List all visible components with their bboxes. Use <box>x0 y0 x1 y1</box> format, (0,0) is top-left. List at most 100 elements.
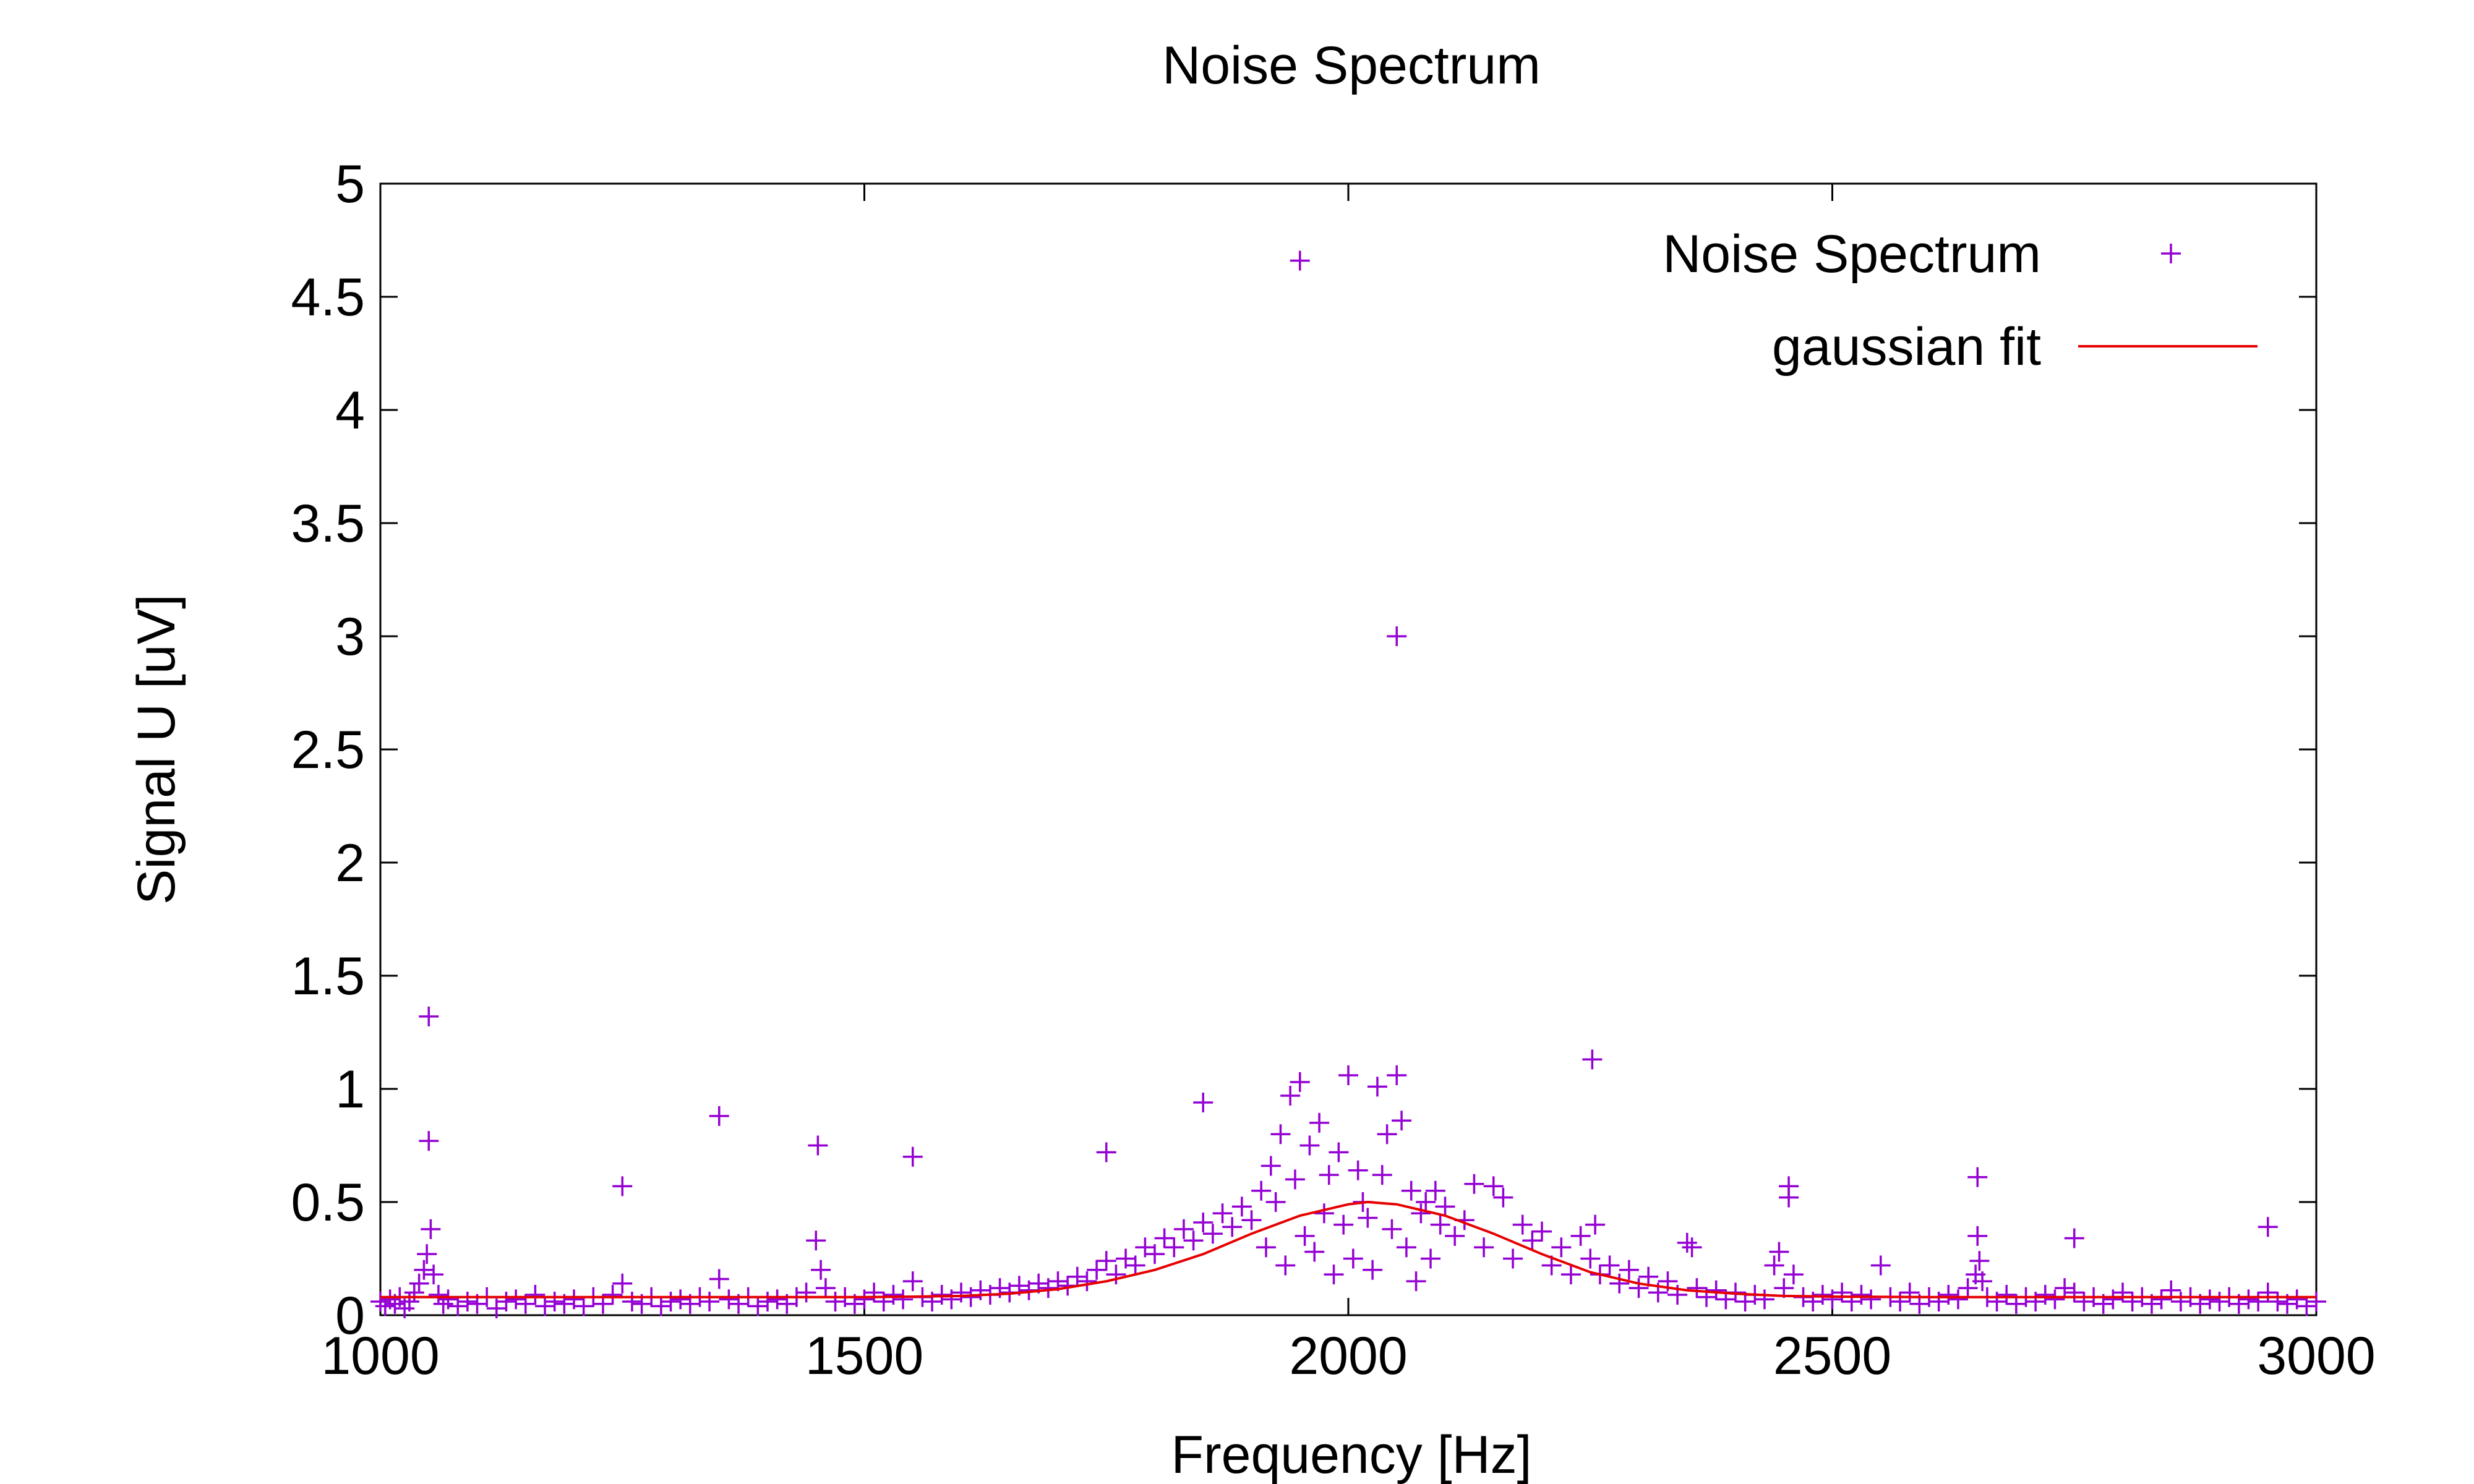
data-point-75 <box>951 1282 971 1303</box>
data-point-102 <box>1193 1212 1213 1232</box>
data-point-35 <box>612 1176 633 1196</box>
tick-labels: 1000 1500 2000 2500 3000 0 0.5 1 1.5 2 2.5 3 3.5 4 4.5… <box>291 155 2375 1386</box>
data-point-225 <box>2074 1292 2094 1312</box>
data-point-116 <box>1290 250 1310 271</box>
data-point-136 <box>1382 1219 1402 1239</box>
y-tick-label-0.5: 0.5 <box>291 1173 365 1232</box>
data-point-208 <box>1958 1278 1978 1298</box>
data-point-112 <box>1270 1124 1291 1145</box>
data-point-97 <box>1154 1228 1175 1248</box>
data-point-11 <box>419 1006 439 1026</box>
data-point-142 <box>1406 1271 1426 1292</box>
data-point-59 <box>811 1260 831 1280</box>
data-point-37 <box>622 1292 642 1312</box>
y-tick-label-2: 2 <box>335 834 365 893</box>
data-point-187 <box>1774 1278 1794 1298</box>
data-point-125 <box>1329 1142 1349 1162</box>
data-point-121 <box>1309 1112 1330 1133</box>
data-point-202 <box>1899 1282 1920 1303</box>
data-point-13 <box>421 1219 441 1239</box>
data-point-106 <box>1231 1196 1252 1217</box>
data-point-170 <box>1629 1278 1649 1298</box>
data-point-163 <box>1580 1248 1601 1269</box>
data-point-40 <box>651 1296 671 1316</box>
y-tick-label-4: 4 <box>335 381 365 440</box>
data-point-132 <box>1363 1260 1383 1280</box>
data-point-34 <box>602 1285 623 1305</box>
data-point-224 <box>2064 1282 2084 1303</box>
data-point-41 <box>661 1292 681 1312</box>
legend-plus-marker <box>2161 244 2181 263</box>
data-point-12 <box>419 1131 439 1151</box>
data-point-89 <box>1087 1260 1107 1280</box>
data-point-250 <box>2306 1292 2326 1312</box>
data-point-249 <box>2296 1296 2317 1316</box>
data-point-28 <box>544 1292 565 1312</box>
data-point-229 <box>2113 1282 2133 1303</box>
data-point-6 <box>399 1292 419 1312</box>
x-axis-label: Frequency [Hz] <box>1171 1425 1531 1484</box>
data-point-70 <box>902 1271 923 1292</box>
data-point-179 <box>1706 1280 1726 1300</box>
data-point-19 <box>457 1292 477 1312</box>
data-point-243 <box>2248 1292 2269 1312</box>
data-point-109 <box>1256 1237 1276 1258</box>
data-point-199 <box>1870 1255 1891 1276</box>
data-point-45 <box>700 1292 720 1312</box>
data-point-98 <box>1164 1237 1184 1258</box>
chart-title: Noise Spectrum <box>1162 36 1541 95</box>
data-point-167 <box>1599 1255 1620 1276</box>
data-point-73 <box>931 1285 952 1305</box>
data-point-96 <box>1145 1244 1165 1264</box>
data-point-176 <box>1682 1237 1702 1258</box>
data-point-206 <box>1938 1285 1959 1305</box>
data-point-207 <box>1948 1289 1968 1310</box>
x-tick-label-3000: 3000 <box>2257 1326 2375 1386</box>
data-point-152 <box>1474 1237 1494 1258</box>
y-tick-label-3: 3 <box>335 607 365 667</box>
data-point-92 <box>1106 1264 1126 1285</box>
data-point-144 <box>1416 1192 1436 1212</box>
x-tick-label-2500: 2500 <box>1773 1326 1891 1386</box>
data-point-193 <box>1812 1285 1833 1305</box>
data-point-160 <box>1551 1237 1572 1258</box>
data-point-239 <box>2209 1292 2230 1312</box>
data-point-117 <box>1290 1072 1310 1093</box>
data-point-133 <box>1367 1077 1387 1097</box>
data-point-85 <box>1048 1271 1068 1292</box>
data-point-42 <box>670 1289 691 1310</box>
data-point-245 <box>2258 1282 2278 1303</box>
series-gaussian-fit <box>380 1200 2316 1298</box>
x-tick-label-1000: 1000 <box>321 1326 439 1386</box>
data-point-233 <box>2151 1289 2172 1310</box>
data-point-175 <box>1677 1232 1697 1253</box>
legend-label-gaussian-fit: gaussian fit <box>1772 317 2041 377</box>
data-point-119 <box>1299 1135 1320 1156</box>
data-point-141 <box>1401 1180 1421 1201</box>
data-point-149 <box>1445 1226 1465 1246</box>
data-point-140 <box>1396 1237 1416 1258</box>
data-point-129 <box>1348 1160 1368 1180</box>
data-point-127 <box>1338 1065 1358 1086</box>
data-point-126 <box>1333 1214 1354 1235</box>
data-point-100 <box>1183 1230 1204 1251</box>
data-point-101 <box>1193 1092 1213 1112</box>
data-point-165 <box>1585 1214 1606 1235</box>
data-point-14 <box>424 1264 444 1285</box>
data-point-230 <box>2122 1292 2142 1312</box>
data-point-221 <box>2045 1289 2065 1310</box>
data-point-235 <box>2170 1292 2191 1312</box>
data-point-91 <box>1096 1251 1116 1271</box>
data-point-153 <box>1483 1176 1504 1196</box>
data-point-134 <box>1372 1165 1392 1185</box>
x-tick-label-1500: 1500 <box>805 1326 923 1386</box>
data-point-185 <box>1764 1255 1784 1276</box>
data-point-24 <box>506 1289 526 1310</box>
data-point-65 <box>864 1282 884 1303</box>
data-point-51 <box>748 1296 768 1316</box>
data-point-36 <box>612 1273 633 1294</box>
plot-frame <box>379 182 2318 1316</box>
data-point-27 <box>535 1296 555 1316</box>
